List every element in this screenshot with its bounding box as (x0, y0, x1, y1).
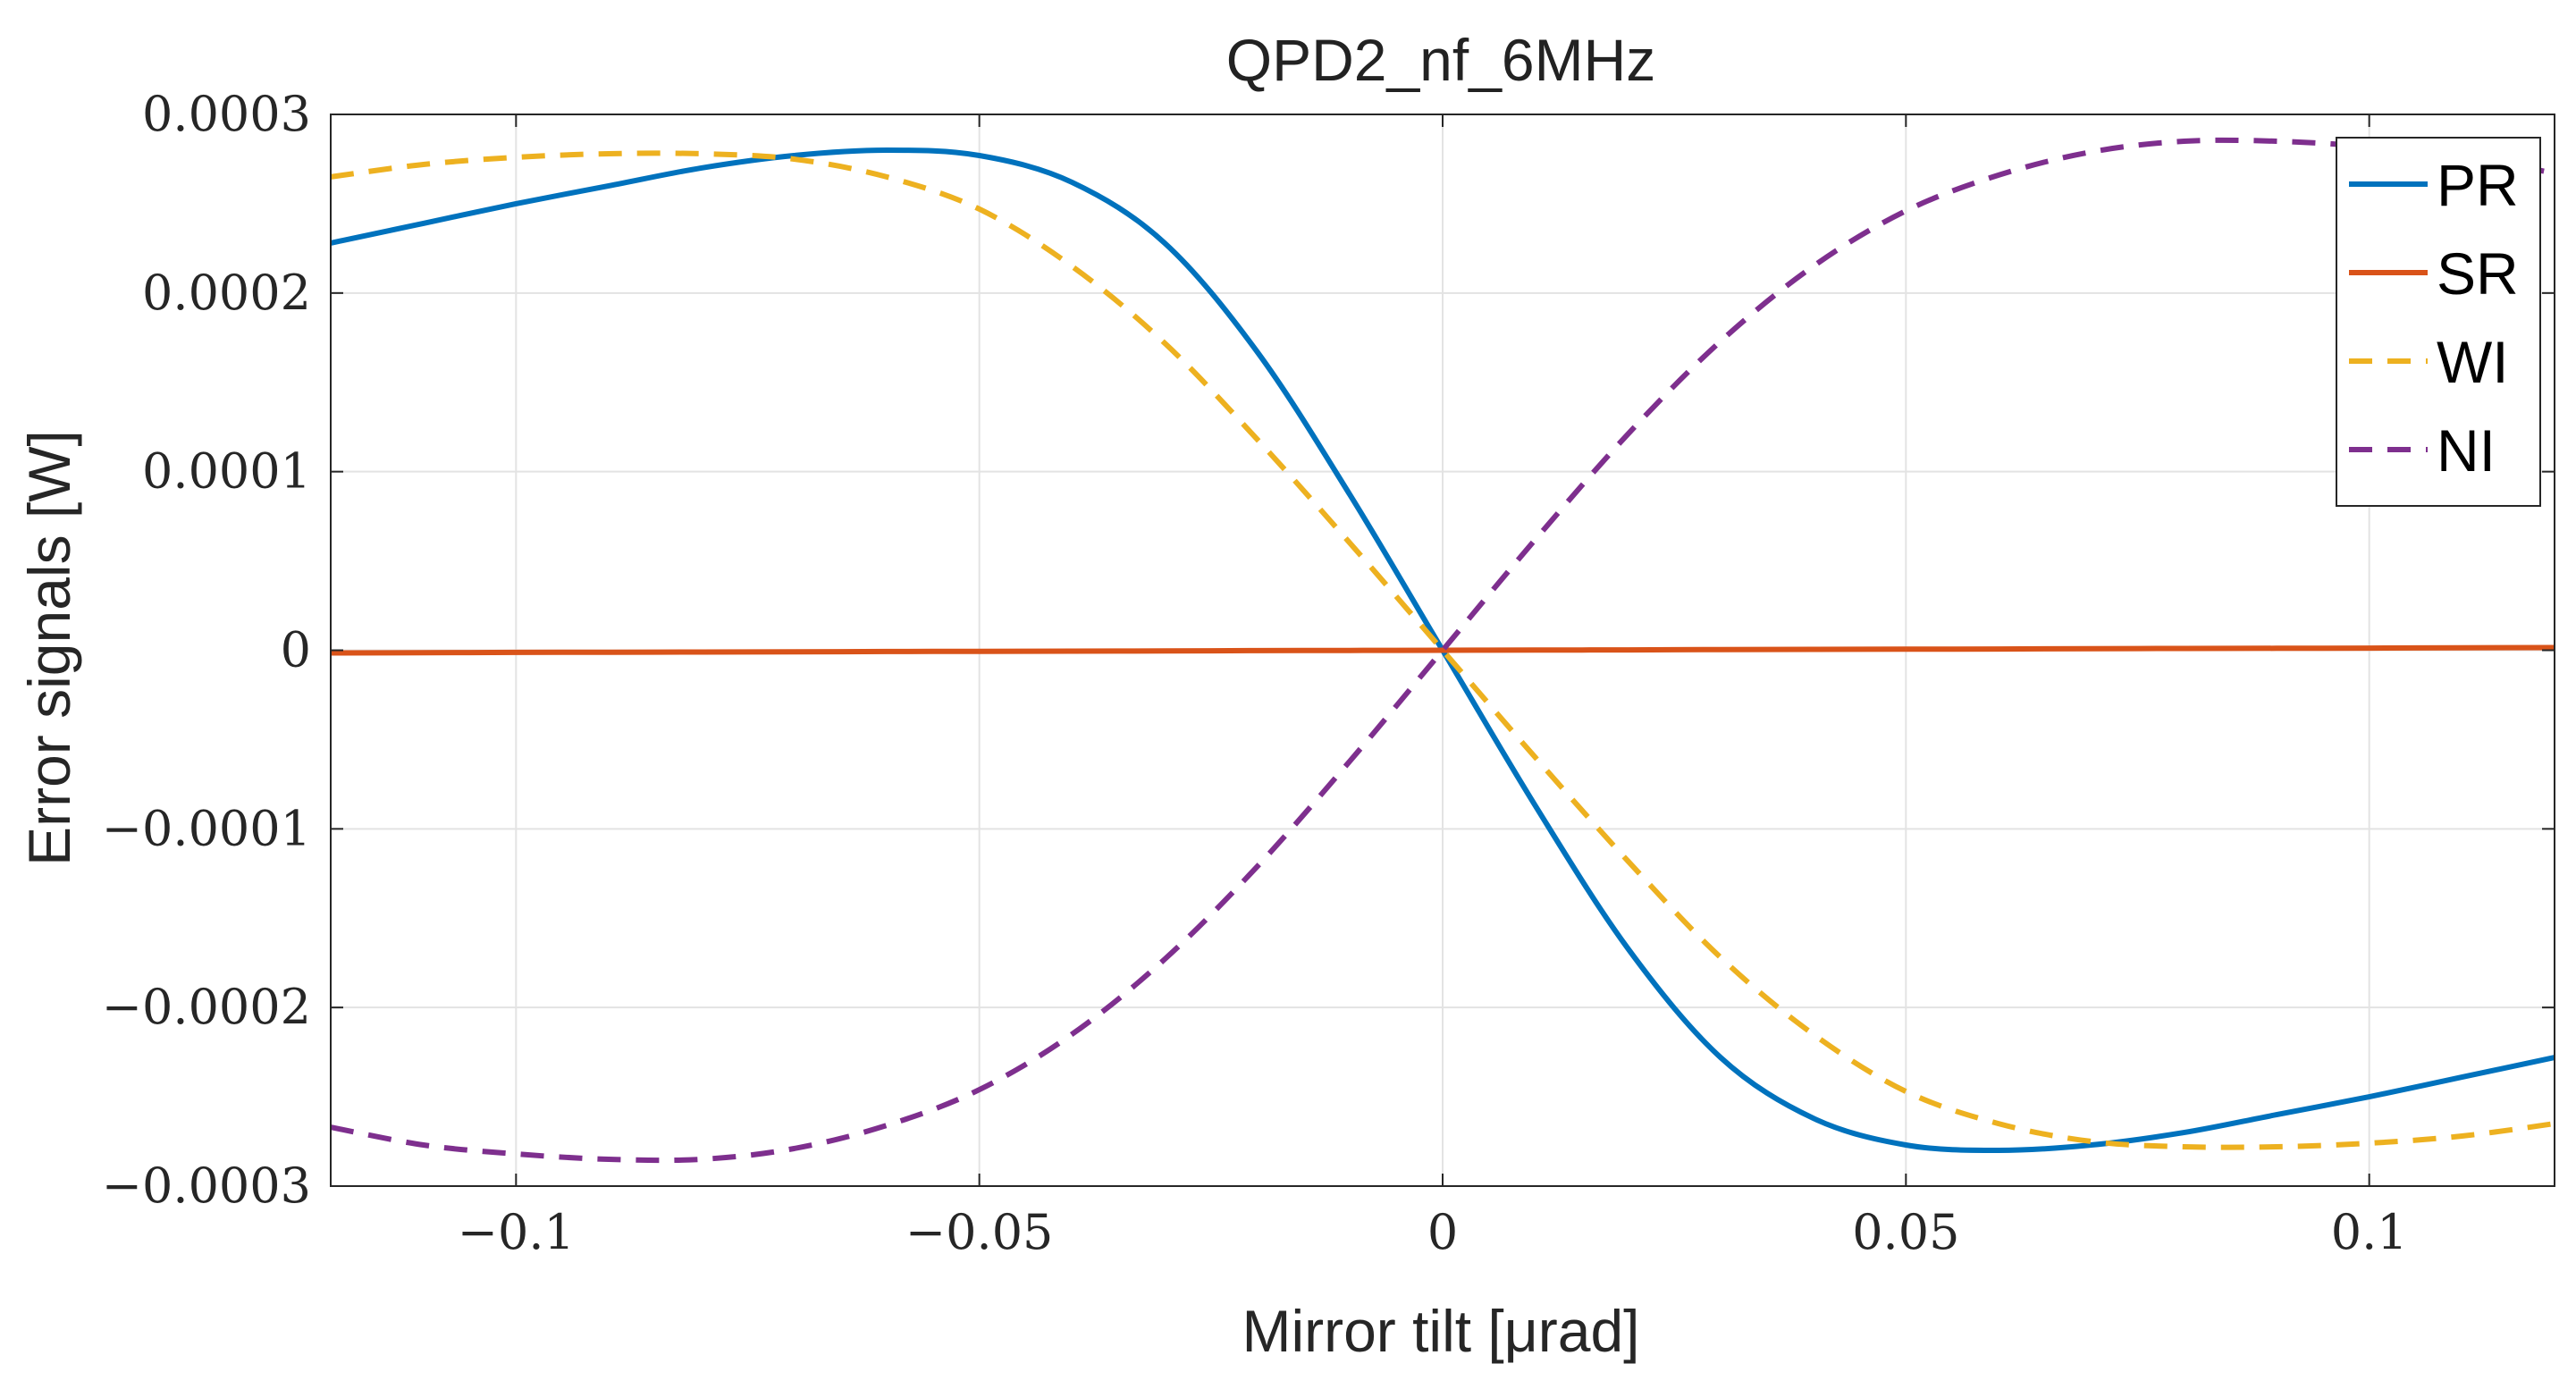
series-group (330, 137, 2555, 1164)
ticks (331, 114, 2555, 1187)
legend-label-sr: SR (2437, 240, 2519, 307)
x-tick-label: −0.1 (458, 1204, 575, 1260)
legend-label-wi: WI (2437, 329, 2509, 395)
x-axis-label: Mirror tilt [μrad] (1242, 1298, 1639, 1364)
legend-box (2336, 137, 2541, 507)
legend-label-ni: NI (2437, 417, 2496, 484)
y-tick-label: 0.0001 (142, 443, 311, 500)
y-tick-label: 0 (281, 622, 311, 678)
x-tick-label: −0.05 (905, 1204, 1053, 1260)
y-tick-label: −0.0002 (102, 979, 311, 1035)
tick-labels: −0.1 −0.05 0 0.05 0.1 0.0003 0.0002 0.0001 0 −0.0… (102, 86, 2408, 1260)
legend: PR SR WI NI (2336, 137, 2541, 507)
y-tick-label: −0.0001 (102, 800, 311, 856)
y-tick-label: 0.0003 (142, 86, 311, 142)
y-tick-label: 0.0002 (142, 265, 311, 321)
series-line-sr (330, 644, 2555, 656)
y-tick-label: −0.0003 (102, 1158, 311, 1214)
x-tick-label: 0.05 (1852, 1204, 1959, 1260)
y-axis-label: Error signals [W] (16, 430, 82, 866)
x-tick-label: 0.1 (2331, 1204, 2408, 1260)
series-line-wi (330, 150, 2555, 1150)
x-tick-label: 0 (1427, 1204, 1458, 1260)
legend-label-pr: PR (2437, 152, 2519, 218)
chart-title: QPD2_nf_6MHz (1226, 27, 1656, 93)
